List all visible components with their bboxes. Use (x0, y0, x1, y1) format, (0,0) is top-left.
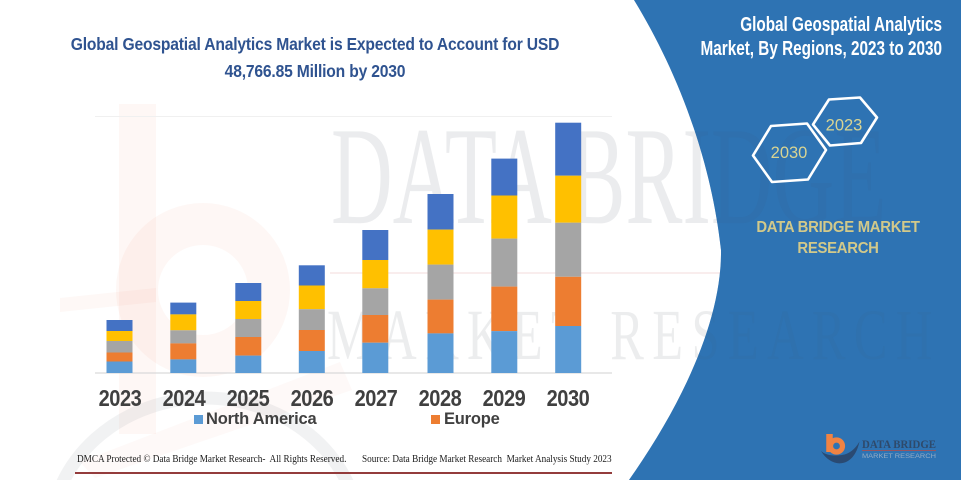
svg-text:DATA BRIDGE: DATA BRIDGE (862, 439, 936, 451)
svg-text:2030: 2030 (771, 144, 808, 162)
svg-text:2023: 2023 (826, 117, 863, 135)
svg-text:MARKET RESEARCH: MARKET RESEARCH (862, 454, 936, 460)
